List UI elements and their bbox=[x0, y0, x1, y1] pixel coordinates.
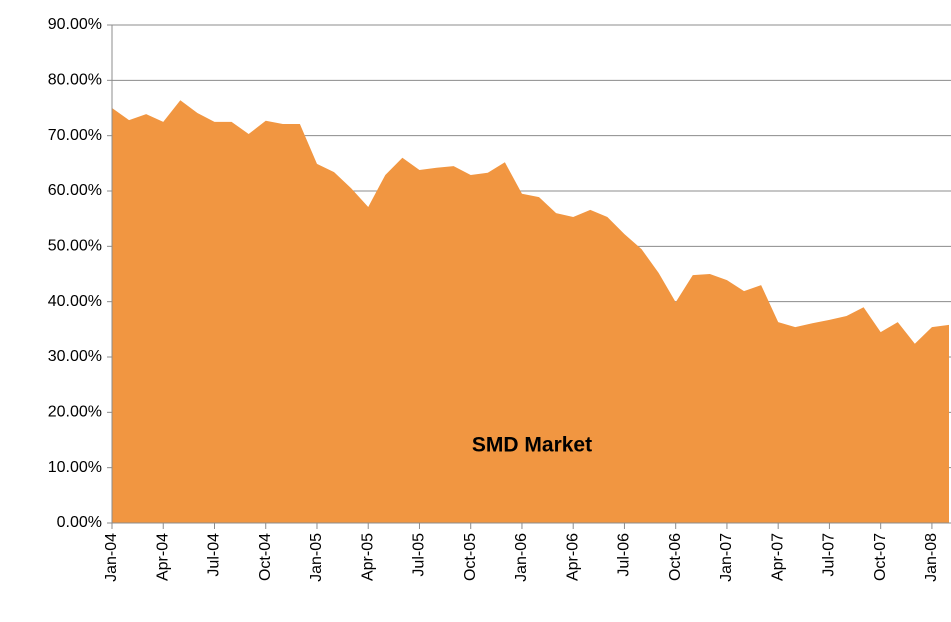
x-tick-label: Apr-04 bbox=[154, 533, 171, 581]
x-tick-label: Jul-07 bbox=[821, 533, 838, 577]
x-tick-label: Oct-06 bbox=[667, 533, 684, 581]
y-tick-label: 90.00% bbox=[48, 16, 102, 33]
x-tick-label: Oct-07 bbox=[872, 533, 889, 581]
x-tick-label: Apr-07 bbox=[769, 533, 786, 581]
y-tick-label: 60.00% bbox=[48, 182, 102, 199]
x-tick-label: Jul-04 bbox=[206, 533, 223, 577]
plot-area bbox=[112, 100, 949, 524]
y-tick-label: 50.00% bbox=[48, 238, 102, 255]
x-tick-label: Apr-05 bbox=[359, 533, 376, 581]
area bbox=[112, 100, 949, 524]
x-tick-label: Jan-08 bbox=[923, 533, 940, 582]
x-tick-label: Apr-06 bbox=[564, 533, 581, 581]
x-tick-label: Jul-06 bbox=[616, 533, 633, 577]
axes: 0.00% 10.00% 20.00% 30.00% 40.00% 50.00% 60.00… bbox=[48, 16, 951, 582]
x-tick-label: Jan-04 bbox=[103, 533, 120, 582]
x-tick-label: Oct-05 bbox=[462, 533, 479, 581]
y-tick-label: 30.00% bbox=[48, 348, 102, 365]
y-tick-label: 0.00% bbox=[57, 514, 102, 531]
x-tick-label: Jul-05 bbox=[411, 533, 428, 577]
x-tick-label: Jan-07 bbox=[718, 533, 735, 582]
y-tick-label: 10.00% bbox=[48, 459, 102, 476]
annotation: SMD Market bbox=[472, 434, 592, 457]
x-tick-label: Oct-04 bbox=[257, 533, 274, 581]
y-tick-label: 80.00% bbox=[48, 72, 102, 89]
x-tick-label: Jan-06 bbox=[513, 533, 530, 582]
y-tick-label: 20.00% bbox=[48, 404, 102, 421]
y-tick-label: 40.00% bbox=[48, 293, 102, 310]
y-tick-label: 70.00% bbox=[48, 127, 102, 144]
x-tick-label: Jan-05 bbox=[308, 533, 325, 582]
